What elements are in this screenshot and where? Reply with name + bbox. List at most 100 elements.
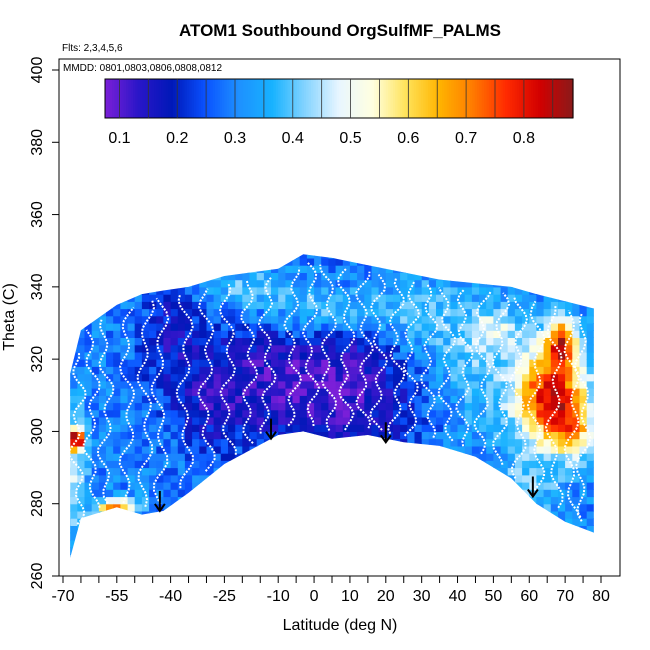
heatmap-cell <box>156 460 165 469</box>
heatmap-cell <box>321 366 329 375</box>
heatmap-cell <box>543 445 552 454</box>
heatmap-cell <box>242 409 251 418</box>
heatmap-cell <box>558 445 566 454</box>
heatmap-cell <box>285 344 294 353</box>
heatmap-cell <box>464 445 473 454</box>
heatmap-cell <box>113 482 121 490</box>
heatmap-cell <box>163 474 172 483</box>
heatmap-cell <box>493 359 502 367</box>
colorbar-segment <box>355 79 359 118</box>
colorbar-segment <box>474 79 478 118</box>
heatmap-cell <box>479 301 487 310</box>
heatmap-cell <box>450 359 459 367</box>
heatmap-cell <box>213 409 222 418</box>
heatmap-cell <box>471 359 480 367</box>
heatmap-cell <box>177 395 186 404</box>
heatmap-cell <box>91 424 100 432</box>
heatmap-cell <box>184 424 193 432</box>
heatmap-cell <box>507 330 516 338</box>
heatmap-cell <box>192 373 200 382</box>
heatmap-cell <box>550 373 559 382</box>
heatmap-cell <box>572 467 581 476</box>
heatmap-cell <box>565 380 573 389</box>
heatmap-cell <box>507 431 516 440</box>
colorbar-segment <box>346 79 349 118</box>
heatmap-cell <box>536 395 545 404</box>
heatmap-cell <box>206 330 215 338</box>
y-axis-title: Theta (C) <box>1 283 18 351</box>
colorbar-segment <box>507 79 511 118</box>
heatmap-cell <box>493 417 502 425</box>
heatmap-cell <box>543 482 552 490</box>
heatmap-cell <box>106 460 114 469</box>
heatmap-cell <box>443 402 451 411</box>
heatmap-cell <box>493 395 502 404</box>
heatmap-cell <box>278 424 286 432</box>
heatmap-cell <box>443 323 451 331</box>
heatmap-cell <box>335 373 344 382</box>
heatmap-cell <box>184 301 193 310</box>
heatmap-cell <box>292 395 301 404</box>
heatmap-cell <box>479 417 487 425</box>
heatmap-cell <box>220 279 229 288</box>
heatmap-cell <box>522 323 530 331</box>
colorbar-segment <box>519 79 523 118</box>
heatmap-cell <box>199 351 208 360</box>
heatmap-cell <box>428 359 437 367</box>
heatmap-cell <box>349 395 358 404</box>
heatmap-cell <box>177 460 186 469</box>
heatmap-cell <box>314 265 322 273</box>
heatmap-cell <box>91 359 100 367</box>
heatmap-cell <box>407 344 416 353</box>
heatmap-cell <box>529 438 538 447</box>
heatmap-cell <box>98 395 107 404</box>
heatmap-cell <box>213 286 222 295</box>
heatmap-cell <box>572 482 581 490</box>
heatmap-cell <box>378 301 387 310</box>
heatmap-cell <box>285 373 294 382</box>
colorbar-segment <box>458 79 462 118</box>
heatmap-cell <box>550 474 559 483</box>
heatmap-cell <box>479 380 487 389</box>
heatmap-cell <box>514 366 523 375</box>
heatmap-cell <box>113 315 121 324</box>
colorbar-segment <box>182 79 186 118</box>
heatmap-cell <box>278 315 286 324</box>
heatmap-cell <box>500 337 509 346</box>
heatmap-cell <box>271 359 279 367</box>
heatmap-cell <box>213 330 222 338</box>
heatmap-cell <box>149 359 157 367</box>
heatmap-cell <box>98 460 107 469</box>
heatmap-cell <box>550 308 559 317</box>
heatmap-cell <box>235 366 243 375</box>
heatmap-cell <box>335 402 344 411</box>
heatmap-cell <box>335 279 344 288</box>
heatmap-cell <box>242 308 251 317</box>
heatmap-cell <box>371 286 380 295</box>
heatmap-cell <box>328 402 337 411</box>
heatmap-cell <box>457 409 466 418</box>
heatmap-cell <box>457 373 466 382</box>
heatmap-cell <box>134 409 143 418</box>
heatmap-cell <box>156 344 165 353</box>
x-tick-label: 70 <box>556 588 574 605</box>
heatmap-cell <box>249 337 258 346</box>
heatmap-cell <box>235 272 243 281</box>
heatmap-cell <box>321 308 329 317</box>
heatmap-cell <box>328 380 337 389</box>
heatmap-cell <box>106 308 114 317</box>
heatmap-cell <box>414 388 423 396</box>
colorbar-segment <box>390 79 394 118</box>
heatmap-cell <box>278 265 286 273</box>
heatmap-cell <box>428 337 437 346</box>
heatmap-cell <box>493 323 502 331</box>
colorbar-segment <box>198 79 202 118</box>
heatmap-cell <box>385 344 394 353</box>
heatmap-cell <box>113 496 121 505</box>
colorbar-segment <box>512 79 516 118</box>
heatmap-cell <box>163 330 172 338</box>
heatmap-cell <box>565 518 573 526</box>
heatmap-cell <box>586 359 594 367</box>
heatmap-cell <box>156 409 165 418</box>
heatmap-cell <box>134 308 143 317</box>
